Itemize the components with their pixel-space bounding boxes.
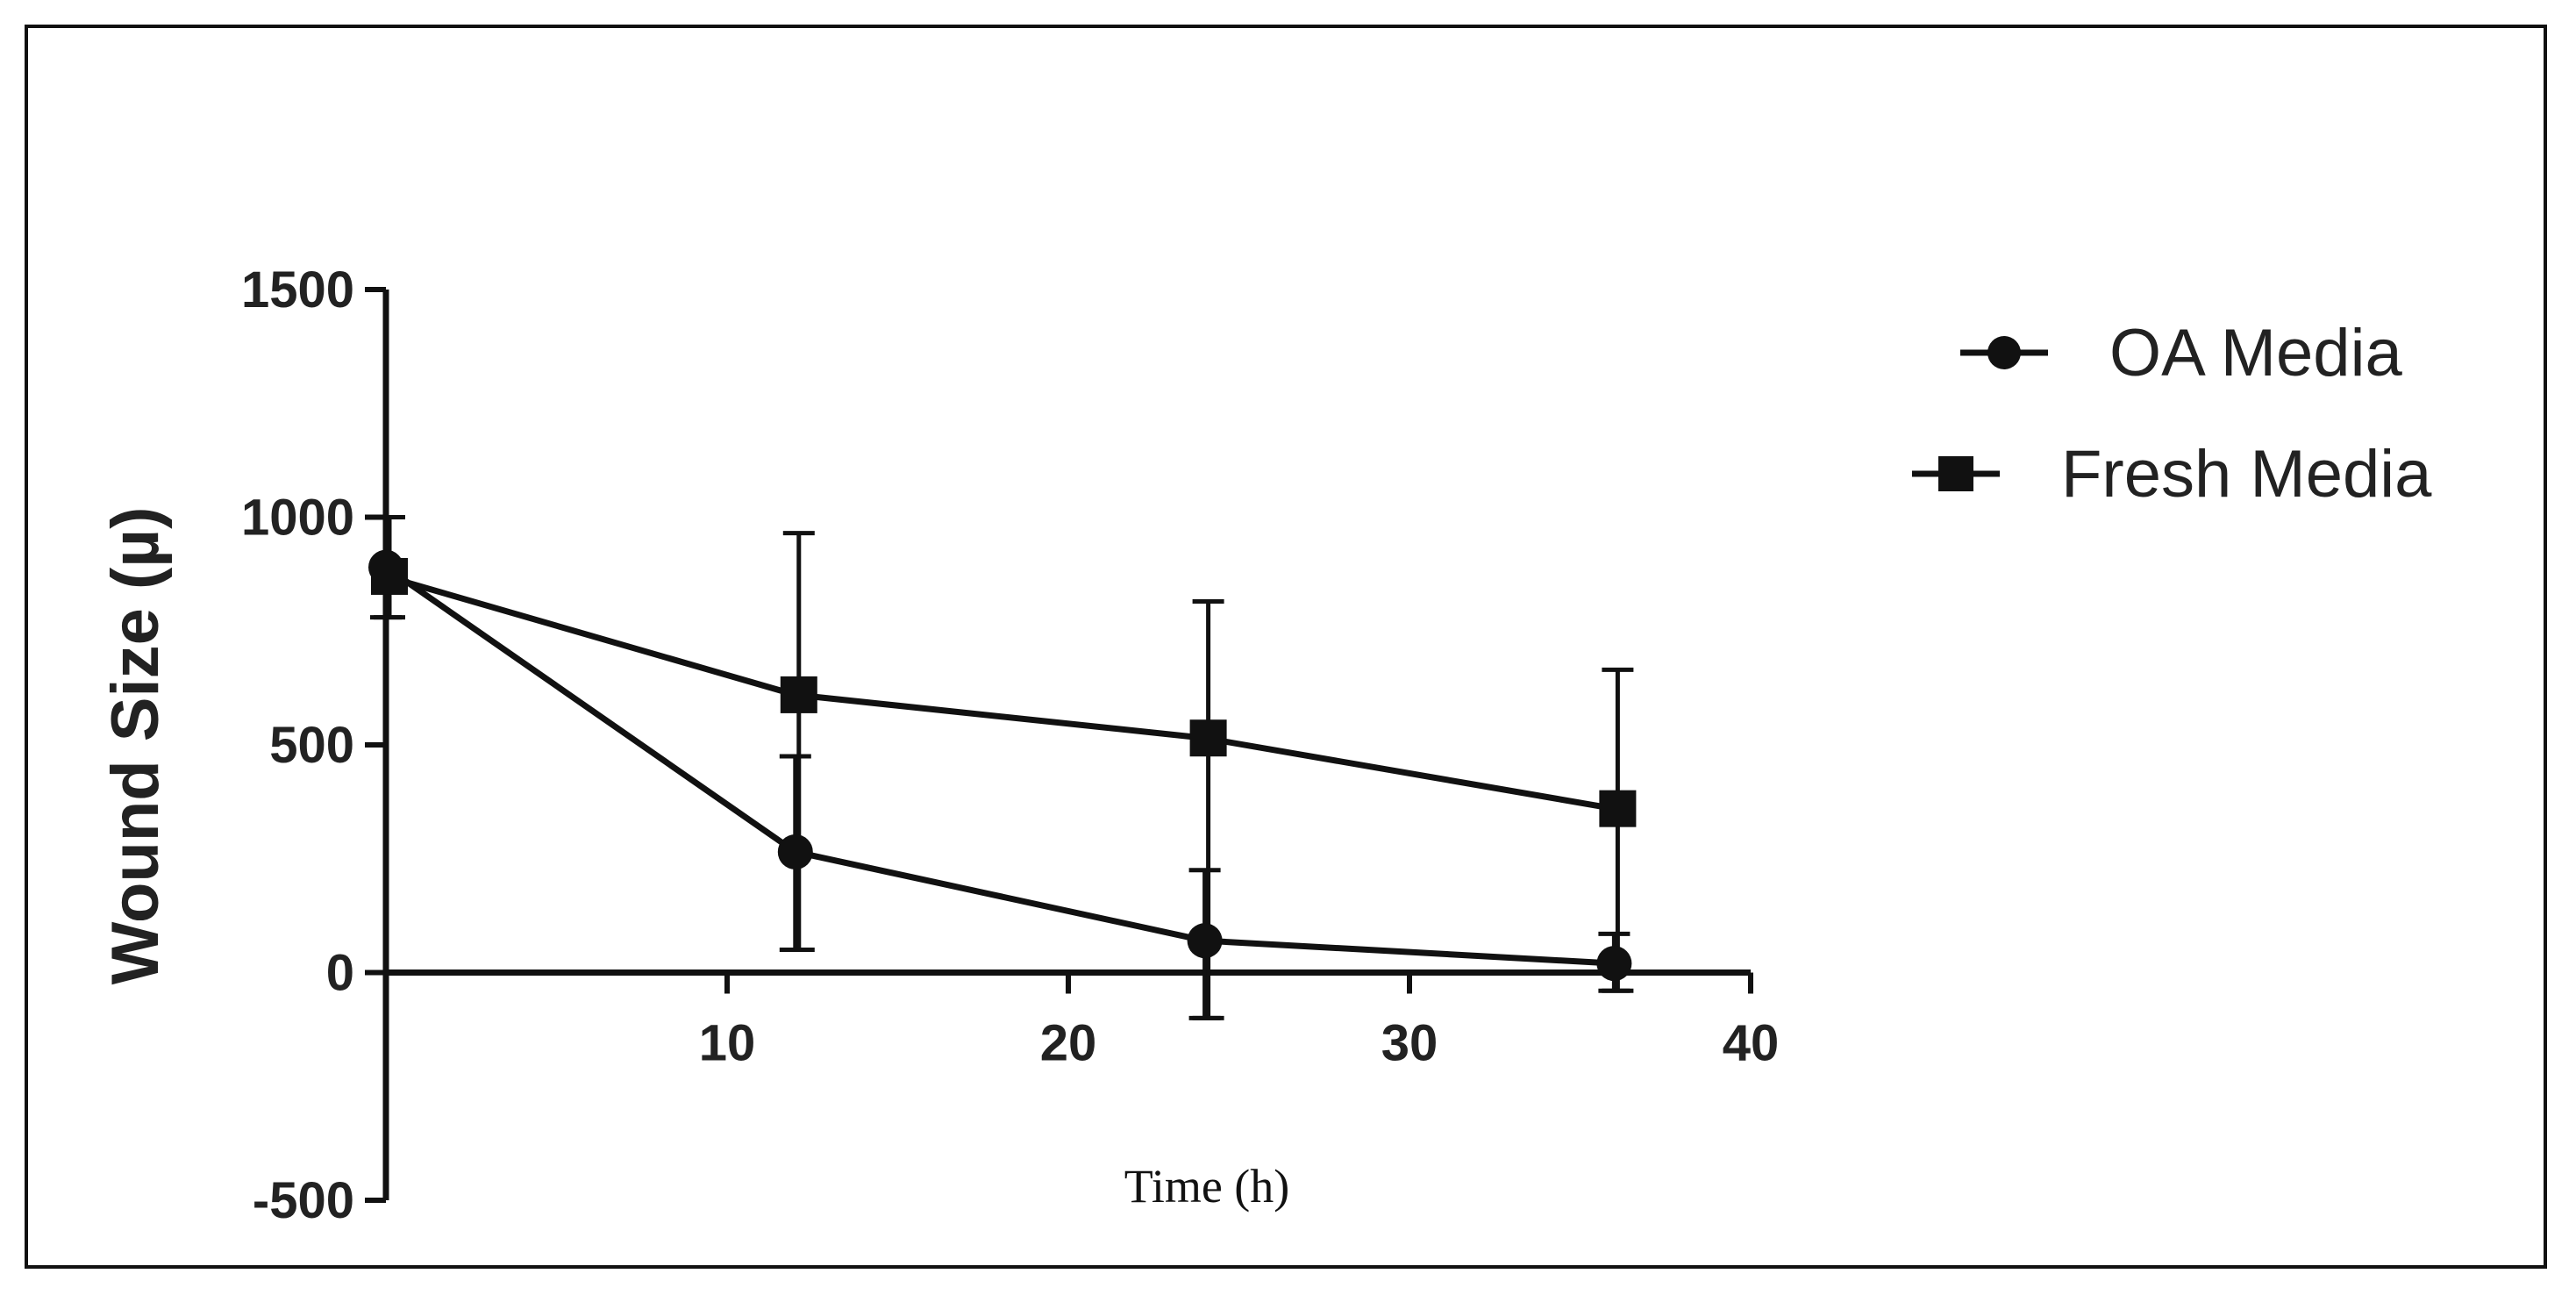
x-tick-label: 10: [699, 1015, 756, 1072]
y-tick-label: 1000: [241, 490, 354, 547]
series-line-oa-media: [384, 564, 1615, 967]
y-tick-label: 1500: [241, 261, 354, 318]
axes: -500 0 500 1000 1500 10 20 30 40: [241, 261, 1779, 1229]
data-point-fresh-media: [780, 676, 817, 713]
x-axis-title: Time (h): [1124, 1160, 1290, 1213]
legend-item-oa-media: OA Media: [1960, 316, 2402, 390]
y-axis-title: Wound Size (µ): [98, 507, 173, 985]
x-tick-label: 20: [1040, 1015, 1097, 1072]
legend-marker-fresh-media: [1938, 456, 1973, 491]
data-point-fresh-media: [1599, 790, 1637, 827]
legend-marker-oa-media: [1987, 336, 2021, 369]
legend-label-oa-media: OA Media: [2109, 316, 2402, 390]
y-tick-label: 500: [269, 717, 354, 774]
legend: OA Media Fresh Media: [1912, 316, 2432, 512]
legend-label-fresh-media: Fresh Media: [2061, 437, 2432, 512]
data-point-fresh-media: [1189, 719, 1227, 757]
legend-item-fresh-media: Fresh Media: [1912, 437, 2432, 512]
figure-frame: [25, 25, 2547, 1269]
data-point-oa-media: [1187, 923, 1223, 959]
data-point-fresh-media: [371, 557, 408, 595]
error-bars: [370, 515, 1634, 1020]
y-tick-label: 0: [326, 945, 354, 1002]
data-point-oa-media: [1596, 946, 1632, 982]
series-line-fresh-media: [385, 573, 1615, 812]
data-point-oa-media: [777, 834, 813, 869]
y-tick-label: -500: [253, 1172, 354, 1229]
series-markers: [368, 549, 1637, 982]
x-tick-label: 40: [1723, 1015, 1780, 1072]
x-tick-label: 30: [1381, 1015, 1438, 1072]
series-lines: [384, 564, 1615, 967]
